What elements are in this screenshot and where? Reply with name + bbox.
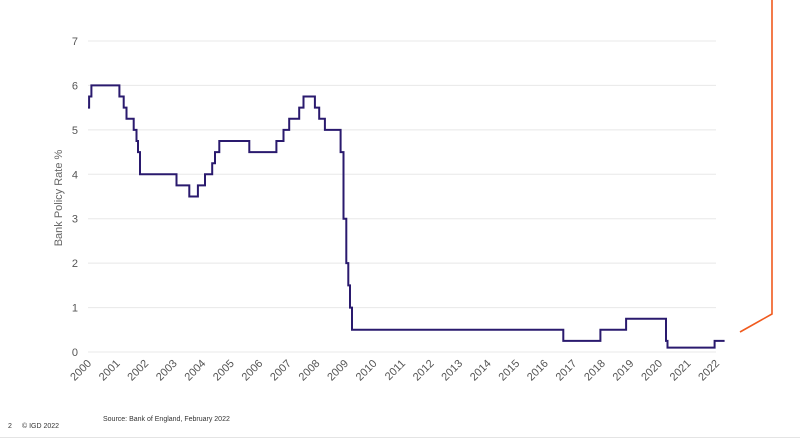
x-tick-label: 2000 bbox=[68, 358, 94, 384]
x-tick-label: 2018 bbox=[582, 358, 608, 384]
series-layer bbox=[88, 84, 725, 349]
copyright-text: © IGD 2022 bbox=[22, 423, 60, 430]
x-tick-label: 2011 bbox=[383, 358, 408, 383]
grid-lines bbox=[88, 40, 716, 353]
x-tick-label: 2016 bbox=[525, 358, 551, 384]
x-tick-label: 2001 bbox=[97, 358, 123, 384]
y-tick-label: 0 bbox=[72, 347, 78, 359]
x-tick-label: 2005 bbox=[211, 358, 237, 384]
x-tick-label: 2003 bbox=[154, 358, 180, 384]
series-line bbox=[88, 84, 725, 349]
y-tick-label: 3 bbox=[72, 214, 78, 226]
x-tick-label: 2022 bbox=[696, 358, 722, 384]
y-tick-label: 1 bbox=[72, 303, 78, 315]
x-tick-label: 2021 bbox=[668, 358, 694, 384]
y-tick-label: 5 bbox=[72, 125, 78, 137]
decorative-accent-line bbox=[739, 0, 773, 333]
x-tick-label: 2020 bbox=[639, 358, 665, 384]
x-tick-label: 2006 bbox=[240, 358, 266, 384]
y-tick-label: 7 bbox=[72, 36, 78, 48]
x-tick-label: 2019 bbox=[611, 358, 637, 384]
y-tick-label: 4 bbox=[72, 169, 78, 181]
x-tick-label: 2010 bbox=[354, 358, 380, 384]
y-axis-title: Bank Policy Rate % bbox=[53, 149, 65, 246]
x-tick-label: 2007 bbox=[268, 358, 294, 384]
x-tick-label: 2008 bbox=[297, 358, 323, 384]
x-tick-label: 2009 bbox=[325, 358, 351, 384]
x-axis-ticks: 2000 2001 2002 2003 2004 2005 2006 2007 2008 2009… bbox=[68, 358, 722, 384]
x-tick-label: 2017 bbox=[554, 358, 580, 384]
x-tick-label: 2015 bbox=[497, 358, 523, 384]
x-tick-label: 2004 bbox=[183, 358, 209, 384]
page-number: 2 bbox=[8, 423, 12, 430]
x-tick-label: 2014 bbox=[468, 358, 494, 384]
y-tick-label: 6 bbox=[72, 80, 78, 92]
x-tick-label: 2013 bbox=[439, 358, 465, 384]
y-tick-label: 2 bbox=[72, 258, 78, 270]
source-note: Source: Bank of England, February 2022 bbox=[103, 416, 230, 423]
y-axis-ticks: 0 1 2 3 4 5 6 7 bbox=[72, 36, 78, 359]
x-tick-label: 2012 bbox=[411, 358, 437, 384]
x-tick-label: 2002 bbox=[125, 358, 151, 384]
